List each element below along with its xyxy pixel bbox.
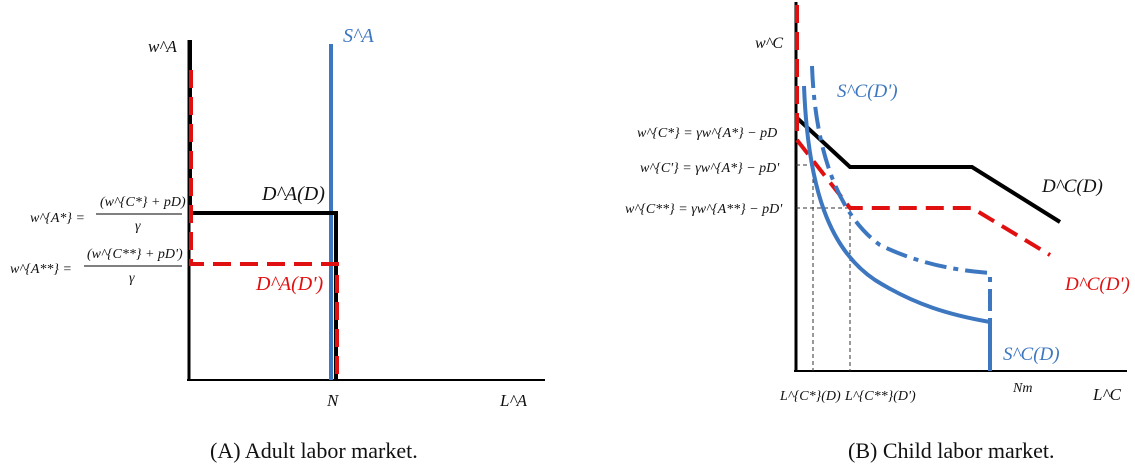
nm-label: Nm xyxy=(1012,381,1032,396)
wage-label-1-den: γ xyxy=(135,219,141,234)
x-axis-label: L^A xyxy=(499,391,528,410)
wage-label-1: w^{A*} = xyxy=(30,211,85,226)
wage-label-2-den: γ xyxy=(129,271,135,286)
demand-alt-curve xyxy=(189,70,339,380)
wage-label-1-num: (w^{C*} + pD) xyxy=(100,195,186,210)
caption-a: (A) Adult labor market. xyxy=(210,438,418,463)
y-axis-label: w^C xyxy=(755,35,783,52)
x-axis-label: L^C xyxy=(1092,385,1122,404)
demand-alt-label: D^C(D') xyxy=(1064,274,1130,295)
wage-label-3: w^{C**} = γw^{A**} − pD' xyxy=(625,202,783,217)
lc1-label: L^{C*}(D) xyxy=(779,389,841,404)
supply-curve xyxy=(802,85,992,371)
lc2-label: L^{C**}(D') xyxy=(844,389,916,404)
demand-label: D^C(D) xyxy=(1041,176,1103,197)
y-axis-label: w^A xyxy=(148,37,178,56)
supply-alt-label: S^C(D') xyxy=(837,81,898,102)
wage-label-2: w^{A**} = xyxy=(10,262,72,277)
wage-label-2: w^{C'} = γw^{A*} − pD' xyxy=(640,161,780,176)
wage-label-1: w^{C*} = γw^{A*} − pD xyxy=(637,126,777,141)
demand-alt-label: D^A(D') xyxy=(255,273,323,295)
caption-b: (B) Child labor market. xyxy=(848,438,1055,463)
wage-label-2-num: (w^{C**} + pD') xyxy=(87,247,183,262)
demand-curve xyxy=(188,40,338,380)
supply-label: S^C(D) xyxy=(1003,344,1060,365)
supply-label: S^A xyxy=(343,25,374,47)
supply-alt-curve xyxy=(810,65,992,371)
panel-adult-labor-market: w^A L^A N S^A D^A(D) D^A(D') w^{A*} = (w… xyxy=(10,25,545,463)
demand-label: D^A(D) xyxy=(261,183,325,205)
panel-child-labor-market: w^C L^C D^C(D) D^C(D') S^C(D) S^C(D') w^… xyxy=(625,2,1130,463)
demand-curve xyxy=(795,116,1062,224)
demand-alt-curve xyxy=(795,5,1052,257)
n-label: N xyxy=(326,391,340,410)
